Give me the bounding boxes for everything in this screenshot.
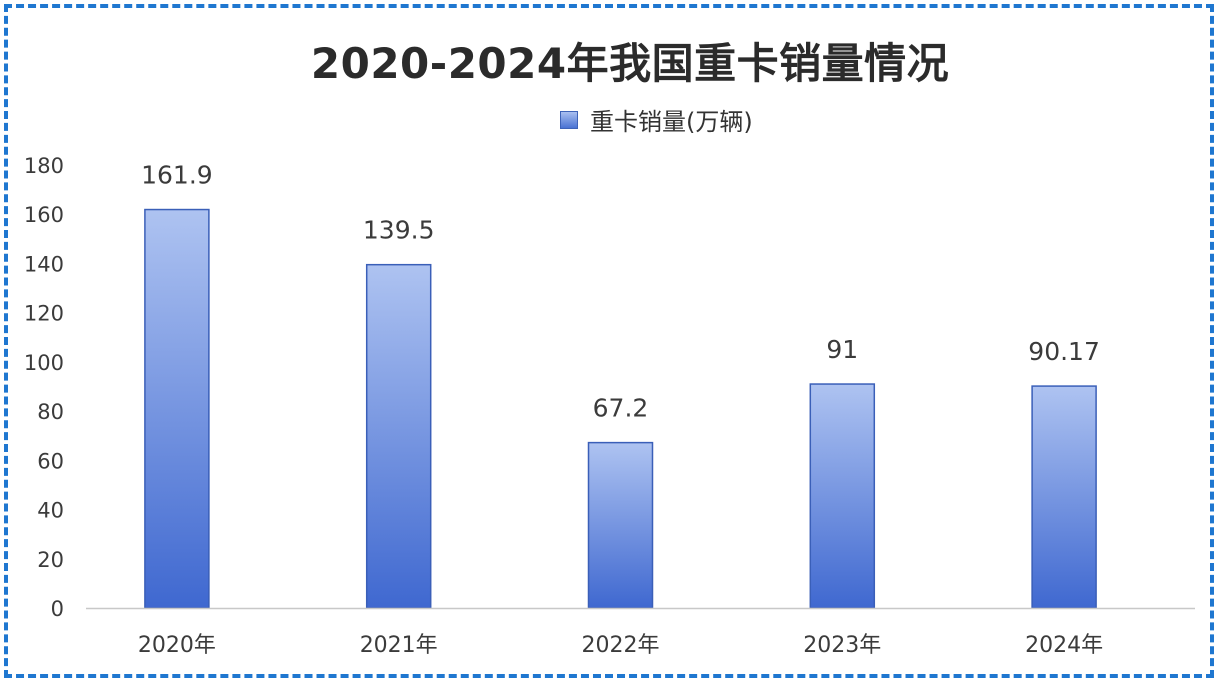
y-tick-label: 120 [24,302,64,326]
data-labels: 161.9 139.5 67.2 91 90.17 [141,161,1100,423]
y-tick-label: 80 [37,400,64,424]
bar-5 [1031,385,1097,609]
data-label: 139.5 [363,216,435,245]
x-tick-label: 2024年 [1025,633,1103,658]
y-tick-label: 20 [37,548,64,572]
legend-swatch [560,110,578,129]
legend: 重卡销量(万辆) [560,102,753,137]
bar-4 [809,383,876,609]
legend-label: 重卡销量(万辆) [590,108,753,136]
chart-title: 2020-2024年我国重卡销量情况 [310,39,950,88]
data-label: 67.2 [593,394,649,423]
bar-3 [587,441,654,609]
y-tick-label: 40 [37,499,64,523]
x-tick-label: 2021年 [360,633,438,658]
data-label: 161.9 [141,161,213,190]
y-tick-label: 140 [24,252,64,276]
y-axis: 0 20 40 60 80 100 120 140 160 180 [24,154,64,621]
data-label: 91 [826,335,858,364]
x-tick-label: 2023年 [803,633,881,658]
bar-1 [144,208,210,609]
bar-2 [365,263,432,609]
bars [144,208,1097,609]
data-label: 90.17 [1028,337,1100,366]
y-tick-label: 180 [24,154,64,178]
y-tick-label: 100 [24,351,64,375]
y-tick-label: 0 [51,597,64,621]
y-tick-label: 160 [24,203,64,227]
x-tick-label: 2022年 [582,633,660,658]
x-tick-label: 2020年 [138,633,216,658]
y-tick-label: 60 [37,449,64,473]
dashed-frame [4,4,1214,678]
x-axis: 2020年 2021年 2022年 2023年 2024年 [138,633,1103,658]
